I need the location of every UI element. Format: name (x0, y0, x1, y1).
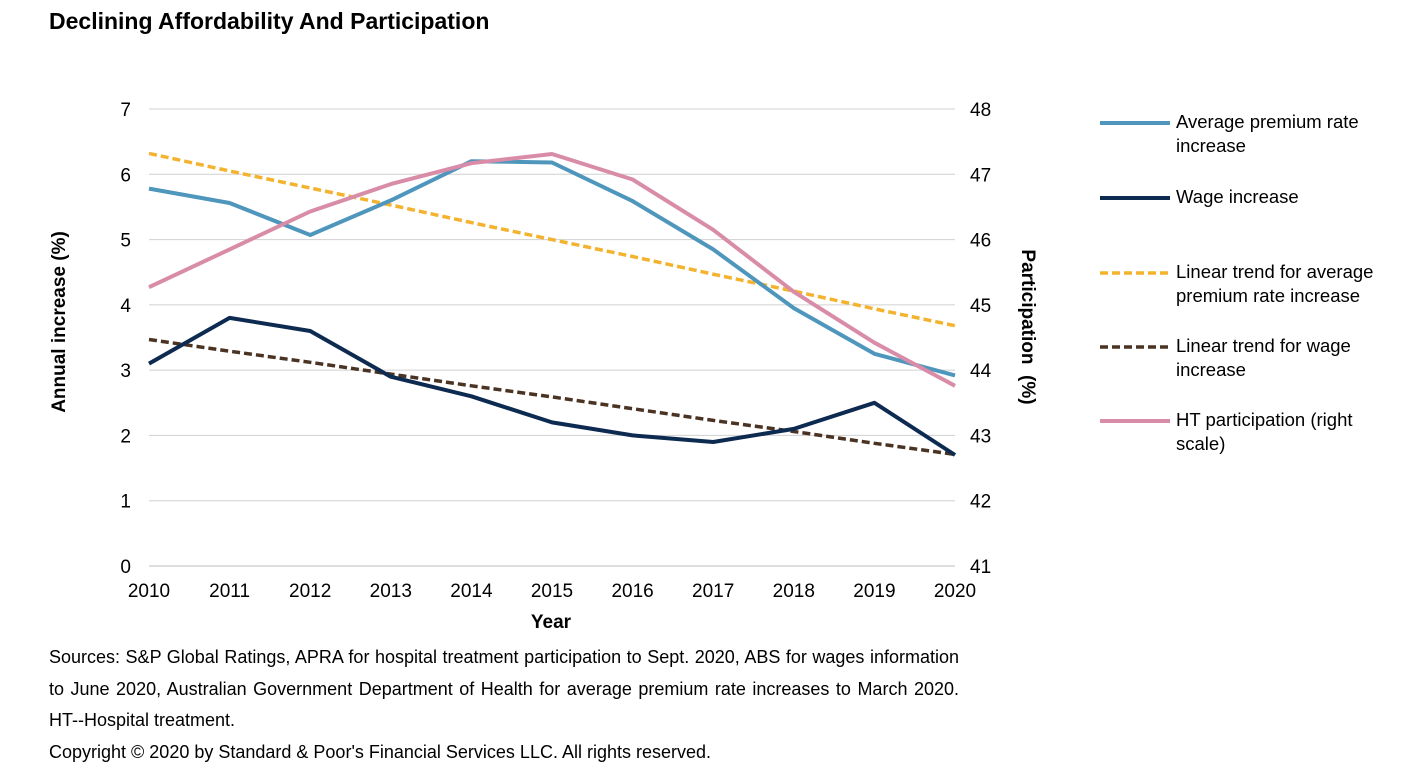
legend-label-line: Linear trend for average (1176, 261, 1374, 282)
y-axis-label: Annual increase (%) (49, 231, 70, 413)
legend-item: Linear trend for average premium rate inc… (1100, 260, 1400, 308)
legend-item: HT participation (right scale) (1100, 408, 1400, 456)
gridlines (149, 108, 955, 567)
legend-label-line: Wage increase (1176, 186, 1299, 207)
y-tick-label: 5 (120, 231, 131, 252)
legend-label: Linear trend for wage increase (1176, 334, 1400, 382)
series-line-4 (148, 152, 956, 388)
legend-label-line: Average premium rate (1176, 111, 1359, 132)
x-tick-label: 2016 (611, 581, 653, 602)
x-tick-label: 2014 (450, 581, 493, 602)
legend-swatch (1100, 110, 1170, 134)
legend-label: HT participation (right scale) (1176, 408, 1400, 456)
right-axis-ticks: 41 42 43 44 45 46 47 48 (970, 100, 992, 578)
y-tick-label: 7 (120, 100, 131, 121)
copyright-text: Copyright © 2020 by Standard & Poor's Fi… (49, 741, 712, 762)
legend-swatch (1100, 260, 1170, 284)
x-tick-label: 2011 (209, 581, 250, 602)
source-notes: Sources: S&P Global Ratings, APRA for ho… (49, 642, 959, 768)
legend-label-line: premium rate increase (1176, 285, 1361, 306)
y2-tick-label: 44 (970, 361, 992, 382)
x-axis-ticks: 2010 2011 2012 2013 2014 2015 2016 2017 2018 2019… (128, 581, 976, 602)
series-line-0 (148, 159, 956, 378)
x-tick-label: 2020 (934, 581, 976, 602)
x-tick-label: 2019 (853, 581, 895, 602)
legend-swatch (1100, 185, 1170, 209)
left-axis-ticks: 0 1 2 3 4 5 6 7 (120, 100, 131, 578)
chart-title: Declining Affordability And Participatio… (49, 8, 490, 34)
y-tick-label: 0 (120, 557, 131, 578)
y-tick-label: 6 (120, 165, 131, 186)
x-tick-label: 2012 (289, 581, 331, 602)
y-tick-label: 4 (120, 296, 131, 317)
legend-item: Average premium rate increase (1100, 110, 1400, 158)
x-tick-label: 2015 (531, 581, 573, 602)
y2-tick-label: 46 (970, 231, 991, 252)
y2-axis-label: Participation (%) (1017, 249, 1038, 404)
y2-tick-label: 41 (970, 557, 991, 578)
legend-label-line: HT participation (right (1176, 409, 1353, 430)
y-tick-label: 1 (120, 492, 131, 513)
legend-swatch (1100, 408, 1170, 432)
legend-label: Average premium rate increase (1176, 110, 1400, 158)
legend-label-line: increase (1176, 135, 1246, 156)
series-line-2 (148, 151, 956, 328)
y2-tick-label: 47 (970, 165, 991, 186)
sources-text: Sources: S&P Global Ratings, APRA for ho… (49, 647, 959, 730)
y-tick-label: 2 (120, 426, 131, 447)
x-tick-label: 2018 (773, 581, 815, 602)
x-tick-label: 2017 (692, 581, 734, 602)
legend-label-line: scale) (1176, 433, 1226, 454)
y2-tick-label: 43 (970, 426, 991, 447)
x-tick-label: 2010 (128, 581, 170, 602)
legend-item: Linear trend for wage increase (1100, 334, 1400, 382)
y2-tick-label: 45 (970, 296, 991, 317)
legend-label-line: increase (1176, 359, 1246, 380)
legend-swatch (1100, 334, 1170, 358)
x-axis-label: Year (531, 612, 572, 633)
x-tick-label: 2013 (370, 581, 412, 602)
y2-tick-label: 48 (970, 100, 991, 121)
y2-tick-label: 42 (970, 492, 991, 513)
series-lines (148, 151, 957, 457)
y-tick-label: 3 (120, 361, 131, 382)
series-line-3 (148, 337, 956, 457)
legend-label: Wage increase (1176, 185, 1400, 209)
legend-item: Wage increase (1100, 185, 1400, 209)
series-line-1 (148, 315, 957, 457)
legend-label: Linear trend for average premium rate inc… (1176, 260, 1400, 308)
legend-label-line: Linear trend for wage (1176, 335, 1351, 356)
